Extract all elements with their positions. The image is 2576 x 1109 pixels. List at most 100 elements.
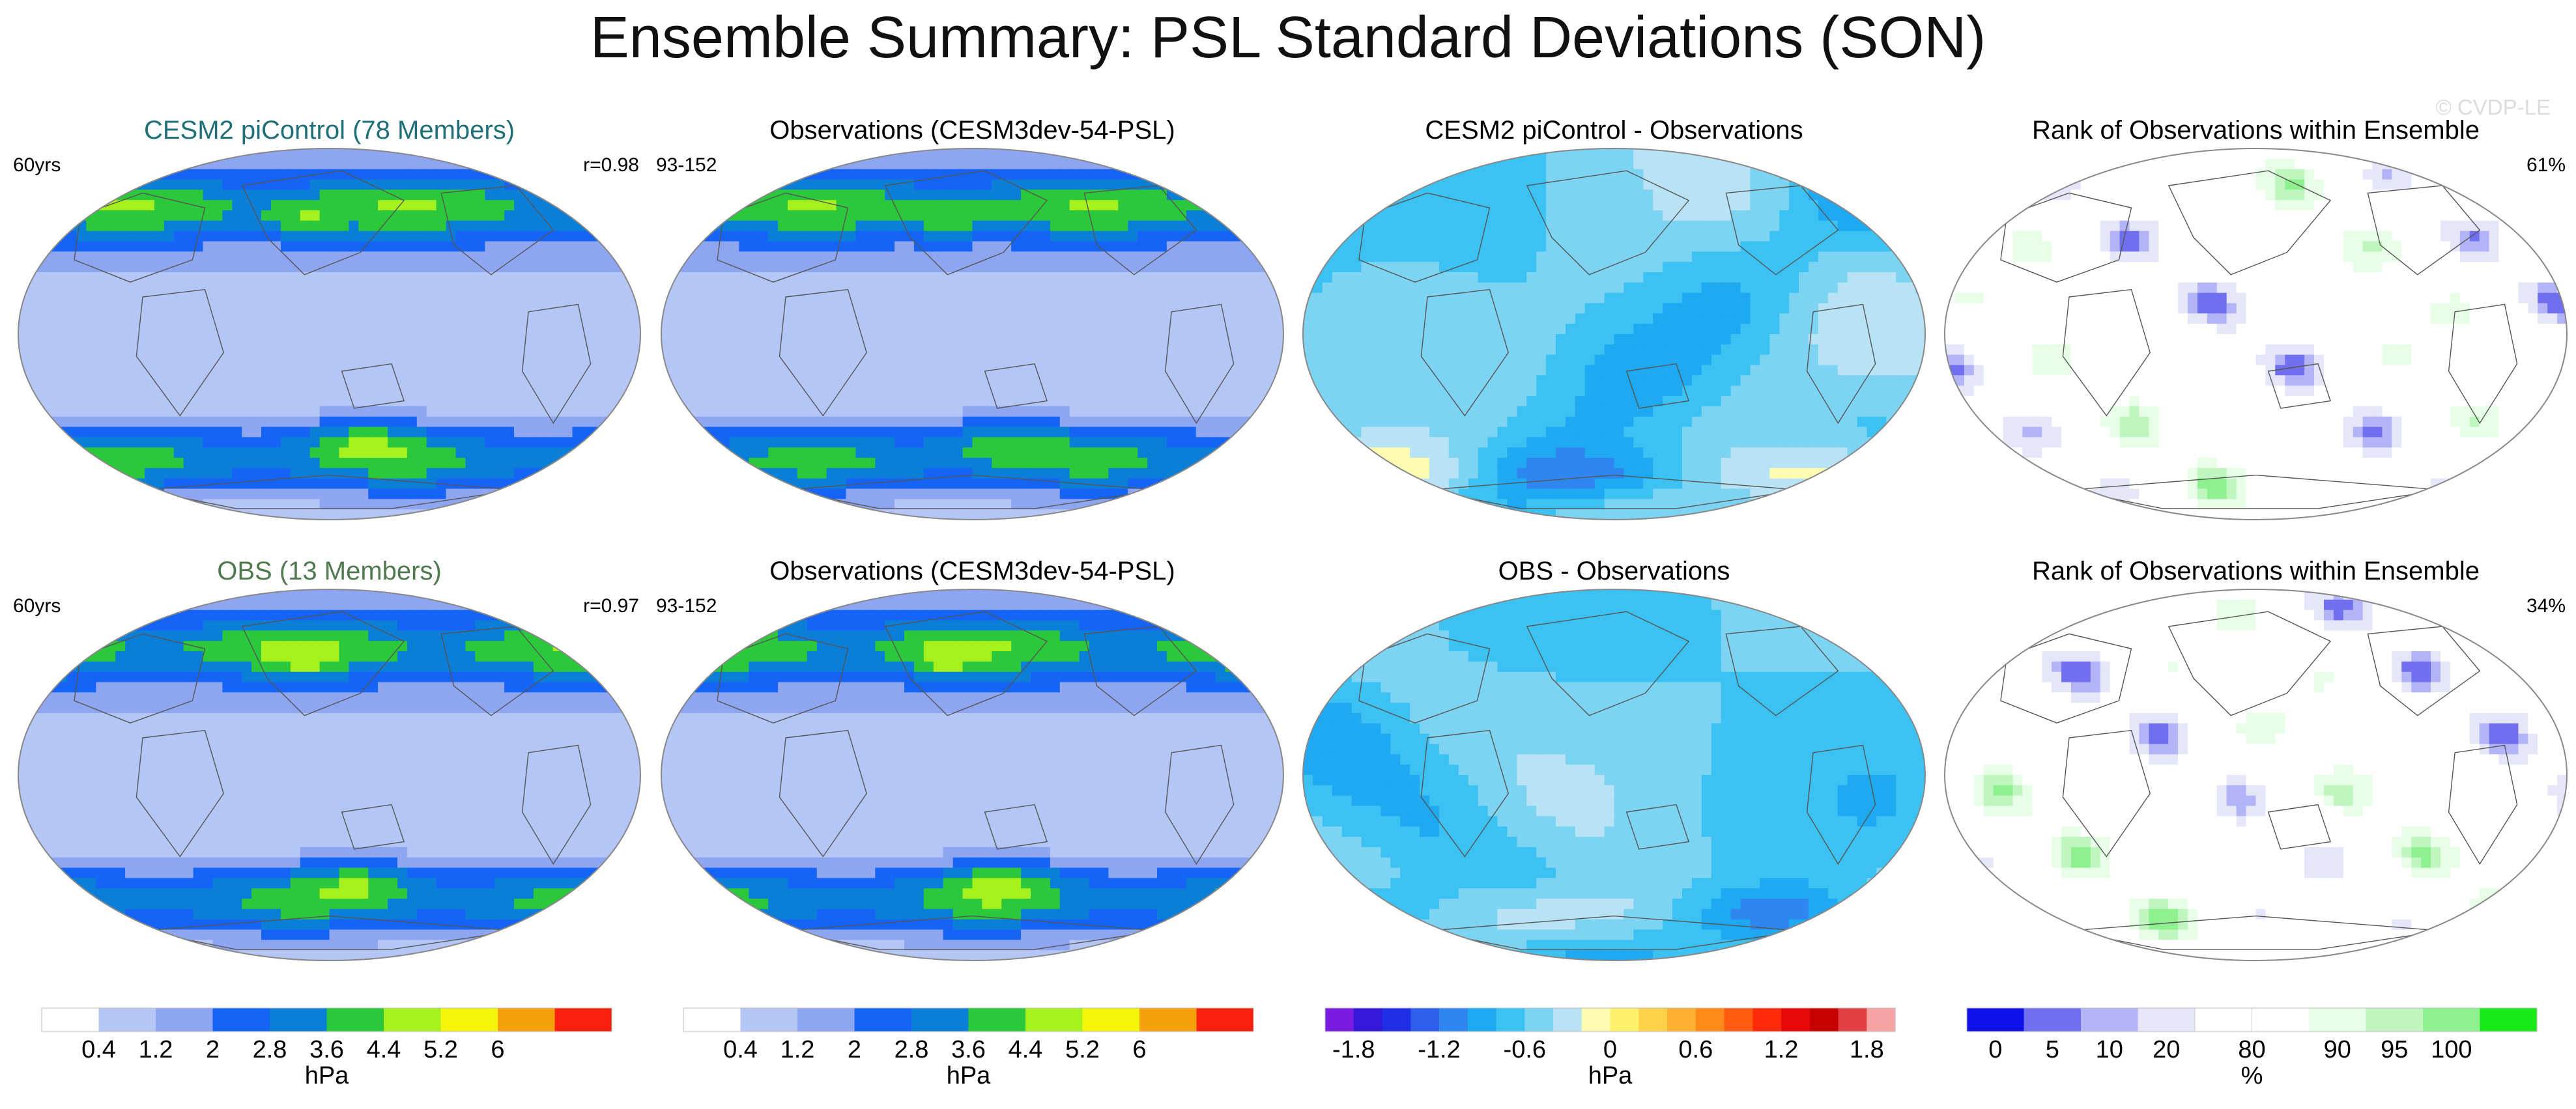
colorbar-swatch — [1496, 1008, 1525, 1032]
colorbar-tick-label: 0 — [1988, 1036, 2002, 1063]
colorbar-swatch — [1695, 1008, 1725, 1032]
colorbar-tick-label: 100 — [2431, 1036, 2472, 1063]
colorbar-tick-label: 1.2 — [1764, 1036, 1799, 1063]
colorbar-swatch — [2366, 1008, 2424, 1032]
colorbar-swatch — [498, 1008, 555, 1032]
panel-title: CESM2 piControl - Observations — [1425, 116, 1803, 145]
colorbar-tick-label: 6 — [1132, 1036, 1146, 1063]
colorbar-swatch — [1196, 1008, 1254, 1032]
colorbar-tick-label: 0.6 — [1678, 1036, 1713, 1063]
colorbar-swatch — [1724, 1008, 1753, 1032]
panel-left-label: 93-152 — [656, 595, 717, 617]
colorbar-swatch — [326, 1008, 384, 1032]
colorbar-swatch — [797, 1008, 855, 1032]
map-panel-cesm2_rank: Rank of Observations within Ensemble 61% — [1944, 116, 2568, 520]
colorbar-swatch — [98, 1008, 156, 1032]
colorbar-tick-label: 3.6 — [309, 1036, 344, 1063]
map-panel-obs_ref_2: Observations (CESM3dev-54-PSL) 93-152 — [656, 557, 1284, 961]
colorbar-tick-label: 0.4 — [723, 1036, 758, 1063]
panel-right-label: 61% — [2526, 154, 2566, 176]
colorbar-swatch — [1781, 1008, 1810, 1032]
colorbar-tick-label: -1.8 — [1332, 1036, 1375, 1063]
map-field — [18, 148, 640, 520]
colorbar-tick-label: 5.2 — [423, 1036, 458, 1063]
colorbar-swatch — [1553, 1008, 1582, 1032]
colorbar-units: hPa — [947, 1062, 991, 1089]
colorbar-swatch — [1325, 1008, 1354, 1032]
colorbar-swatch — [1139, 1008, 1197, 1032]
map-outline — [661, 148, 1284, 520]
colorbar-tick-label: 0.4 — [81, 1036, 116, 1063]
colorbar-tick-label: 1.8 — [1850, 1036, 1884, 1063]
colorbar-swatch — [1753, 1008, 1782, 1032]
colorbar-tick-label: 2.8 — [894, 1036, 929, 1063]
colorbar-tick-label: 10 — [2096, 1036, 2123, 1063]
colorbar-tick-label: -1.2 — [1418, 1036, 1460, 1063]
colorbar-tick-label: 3.6 — [951, 1036, 986, 1063]
colorbar-units: hPa — [305, 1062, 349, 1089]
map-outline — [661, 589, 1284, 961]
colorbar-tick-label: 4.4 — [1009, 1036, 1043, 1063]
colorbar-swatch — [968, 1008, 1026, 1032]
watermark: © CVDP-LE — [2435, 95, 2551, 119]
map-panel-obs_diff: OBS - Observations — [1302, 557, 1926, 961]
map-panel-obs_ref_1: Observations (CESM3dev-54-PSL) 93-152 — [656, 116, 1284, 520]
colorbar-swatch — [1867, 1008, 1896, 1032]
colorbar-units: % — [2241, 1062, 2263, 1089]
colorbar-swatch — [1524, 1008, 1554, 1032]
colorbar-tick-label: 2 — [848, 1036, 861, 1063]
panel-title: Rank of Observations within Ensemble — [2032, 116, 2480, 145]
colorbar-swatch — [911, 1008, 969, 1032]
map-field — [1945, 148, 2567, 520]
colorbar-swatch — [1639, 1008, 1668, 1032]
colorbar-swatch — [384, 1008, 441, 1032]
map-field — [1303, 589, 1925, 961]
panel-title: OBS - Observations — [1498, 557, 1730, 585]
map-field — [661, 589, 1283, 961]
colorbar-swatch — [156, 1008, 213, 1032]
panel-left-label: 93-152 — [656, 154, 717, 176]
map-field — [661, 148, 1283, 520]
colorbar-swatch — [1581, 1008, 1611, 1032]
colorbar-tick-label: 1.2 — [780, 1036, 815, 1063]
main-title: Ensemble Summary: PSL Standard Deviation… — [590, 5, 1986, 70]
map-field — [18, 589, 640, 961]
colorbar-diff: -1.8 -1.2 -0.6 0 0.6 1.2 1.8 hPa — [1324, 1007, 1896, 1089]
colorbar-swatch — [1439, 1008, 1468, 1032]
colorbar-swatch — [2081, 1008, 2138, 1032]
colorbar-std2: 0.4 1.2 2 2.8 3.6 4.4 5.2 6 hPa — [683, 1007, 1254, 1089]
colorbar-tick-label: 0 — [1603, 1036, 1617, 1063]
colorbar-tick-label: 20 — [2153, 1036, 2180, 1063]
map-field — [1945, 589, 2567, 961]
colorbar-swatch — [212, 1008, 270, 1032]
map-outline — [1302, 148, 1926, 520]
colorbar-swatch — [1353, 1008, 1383, 1032]
colorbar-swatch — [2252, 1007, 2310, 1032]
panel-right-label: r=0.97 — [583, 595, 639, 617]
map-panel-cesm2_diff: CESM2 piControl - Observations — [1302, 116, 1926, 520]
panel-right-label: r=0.98 — [583, 154, 639, 176]
colorbar-swatch — [1467, 1008, 1497, 1032]
colorbar-swatch — [1610, 1008, 1639, 1032]
colorbar-tick-label: 90 — [2324, 1036, 2351, 1063]
colorbar-tick-label: 2 — [206, 1036, 220, 1063]
colorbar-swatch — [1967, 1008, 2024, 1032]
colorbar-swatch — [1809, 1008, 1839, 1032]
colorbar-swatch — [41, 1007, 100, 1032]
colorbar-swatch — [440, 1008, 498, 1032]
colorbar-swatch — [1667, 1008, 1696, 1032]
panel-left-label: 60yrs — [13, 595, 61, 617]
colorbar-swatch — [683, 1007, 741, 1032]
map-panel-obs_mean: OBS (13 Members) 60yrs r=0.97 — [13, 557, 641, 961]
colorbar-swatch — [1025, 1008, 1083, 1032]
colorbar-units: hPa — [1588, 1062, 1633, 1089]
panel-title: CESM2 piControl (78 Members) — [144, 116, 515, 145]
colorbar-tick-label: 95 — [2381, 1036, 2408, 1063]
map-outline — [1302, 589, 1926, 961]
map-outline — [1944, 148, 2568, 520]
colorbar-swatch — [1838, 1008, 1867, 1032]
colorbar-tick-label: 5.2 — [1065, 1036, 1100, 1063]
colorbar-tick-label: 4.4 — [367, 1036, 401, 1063]
panel-title: Rank of Observations within Ensemble — [2032, 557, 2480, 585]
colorbar-swatch — [740, 1008, 798, 1032]
